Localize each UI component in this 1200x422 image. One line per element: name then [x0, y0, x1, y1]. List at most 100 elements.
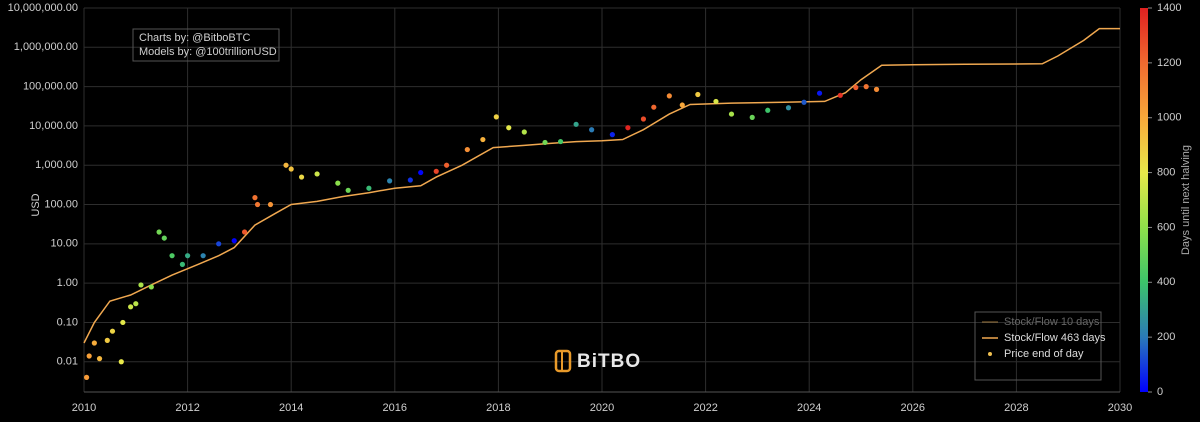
price-point	[138, 282, 144, 288]
price-point	[298, 174, 305, 180]
colorbar-tick-label: 1000	[1157, 112, 1181, 124]
price-point	[200, 253, 206, 259]
price-point	[335, 180, 341, 186]
x-tick-label: 2024	[797, 402, 821, 414]
price-point	[873, 86, 880, 92]
x-tick-label: 2018	[486, 402, 510, 414]
x-tick-label: 2030	[1108, 402, 1132, 414]
price-point	[231, 238, 237, 244]
price-point	[241, 229, 248, 235]
price-point	[366, 185, 372, 191]
price-point	[120, 319, 126, 326]
credit: Charts by: @BitboBTC	[139, 32, 250, 44]
price-point	[749, 114, 755, 120]
price-point	[853, 84, 859, 91]
price-point	[345, 187, 351, 193]
colorbar	[1140, 8, 1148, 392]
price-point	[666, 93, 672, 99]
y-axis-label: USD	[30, 193, 42, 216]
price-point	[252, 195, 258, 201]
grid	[83, 7, 1121, 393]
price-point	[785, 105, 792, 111]
price-point	[557, 138, 564, 145]
price-point	[161, 235, 167, 241]
y-tick-label: 10,000.00	[29, 120, 78, 132]
y-tick-label: 100.00	[44, 198, 78, 210]
legend-swatch	[988, 352, 992, 356]
price-point	[104, 337, 110, 343]
y-tick-label: 1,000,000.00	[14, 41, 78, 53]
colorbar-tick-label: 1200	[1157, 57, 1181, 69]
price-point	[651, 104, 657, 110]
price-point	[728, 111, 735, 117]
credits-box	[132, 28, 280, 62]
colorbar-label: Days until next halving	[1180, 145, 1192, 255]
plot-area	[83, 27, 1120, 380]
y-tick-label: 1,000.00	[35, 159, 78, 171]
price-point	[863, 84, 869, 90]
price-point	[91, 340, 97, 346]
legend-label: Price end of day	[1004, 348, 1084, 360]
price-point	[156, 229, 162, 235]
credit: Models by: @100trillionUSD	[139, 46, 277, 58]
y-tick-label: 10.00	[50, 238, 78, 250]
colorbar-tick-label: 0	[1157, 386, 1163, 398]
colorbar-tick-label: 600	[1157, 221, 1175, 233]
colorbar-tick-label: 200	[1157, 331, 1175, 343]
price-point	[96, 356, 103, 362]
price-point	[625, 125, 631, 131]
price-point	[464, 146, 470, 153]
y-tick-label: 1.00	[57, 277, 78, 289]
price-point	[480, 136, 486, 143]
price-point	[418, 169, 424, 176]
price-point	[713, 98, 719, 105]
price-point	[283, 162, 289, 168]
price-point	[837, 92, 843, 98]
x-tick-label: 2014	[279, 402, 303, 414]
x-tick-label: 2022	[693, 402, 717, 414]
price-point	[506, 125, 512, 131]
y-tick-label: 100,000.00	[23, 81, 78, 93]
watermark: BiTBO	[577, 351, 641, 372]
price-point	[148, 284, 154, 290]
x-tick-label: 2026	[901, 402, 925, 414]
price-point	[118, 359, 124, 365]
price-point	[695, 91, 701, 98]
price-point	[128, 304, 134, 310]
colorbar-tick-label: 1400	[1157, 2, 1181, 14]
price-point	[640, 116, 647, 122]
price-point	[609, 132, 615, 138]
x-tick-label: 2012	[175, 402, 199, 414]
price-point	[573, 121, 579, 127]
colorbar-tick-label: 800	[1157, 166, 1175, 178]
price-point	[86, 353, 92, 359]
price-point	[109, 328, 116, 334]
price-point	[267, 201, 274, 208]
legend-label: Stock/Flow 463 days	[1004, 332, 1106, 344]
price-point	[314, 171, 320, 177]
price-point	[542, 139, 548, 146]
price-point	[521, 129, 527, 135]
legend-box	[974, 311, 1102, 381]
price-point	[679, 102, 685, 108]
y-tick-label: 10,000,000.00	[8, 2, 78, 14]
x-tick-label: 2028	[1004, 402, 1028, 414]
x-tick-label: 2010	[72, 402, 96, 414]
price-point	[288, 166, 294, 172]
price-point	[387, 178, 393, 184]
price-point	[407, 177, 413, 183]
sf-line	[83, 27, 1120, 344]
x-tick-label: 2016	[383, 402, 407, 414]
price-point	[185, 253, 191, 259]
price-point	[254, 201, 261, 208]
y-tick-label: 0.10	[57, 316, 78, 328]
price-point	[801, 99, 807, 105]
price-point	[765, 107, 771, 113]
price-point	[816, 90, 823, 96]
watermark-logo	[554, 349, 572, 373]
price-point	[433, 168, 439, 174]
price-point	[493, 114, 499, 120]
price-point	[444, 162, 450, 168]
